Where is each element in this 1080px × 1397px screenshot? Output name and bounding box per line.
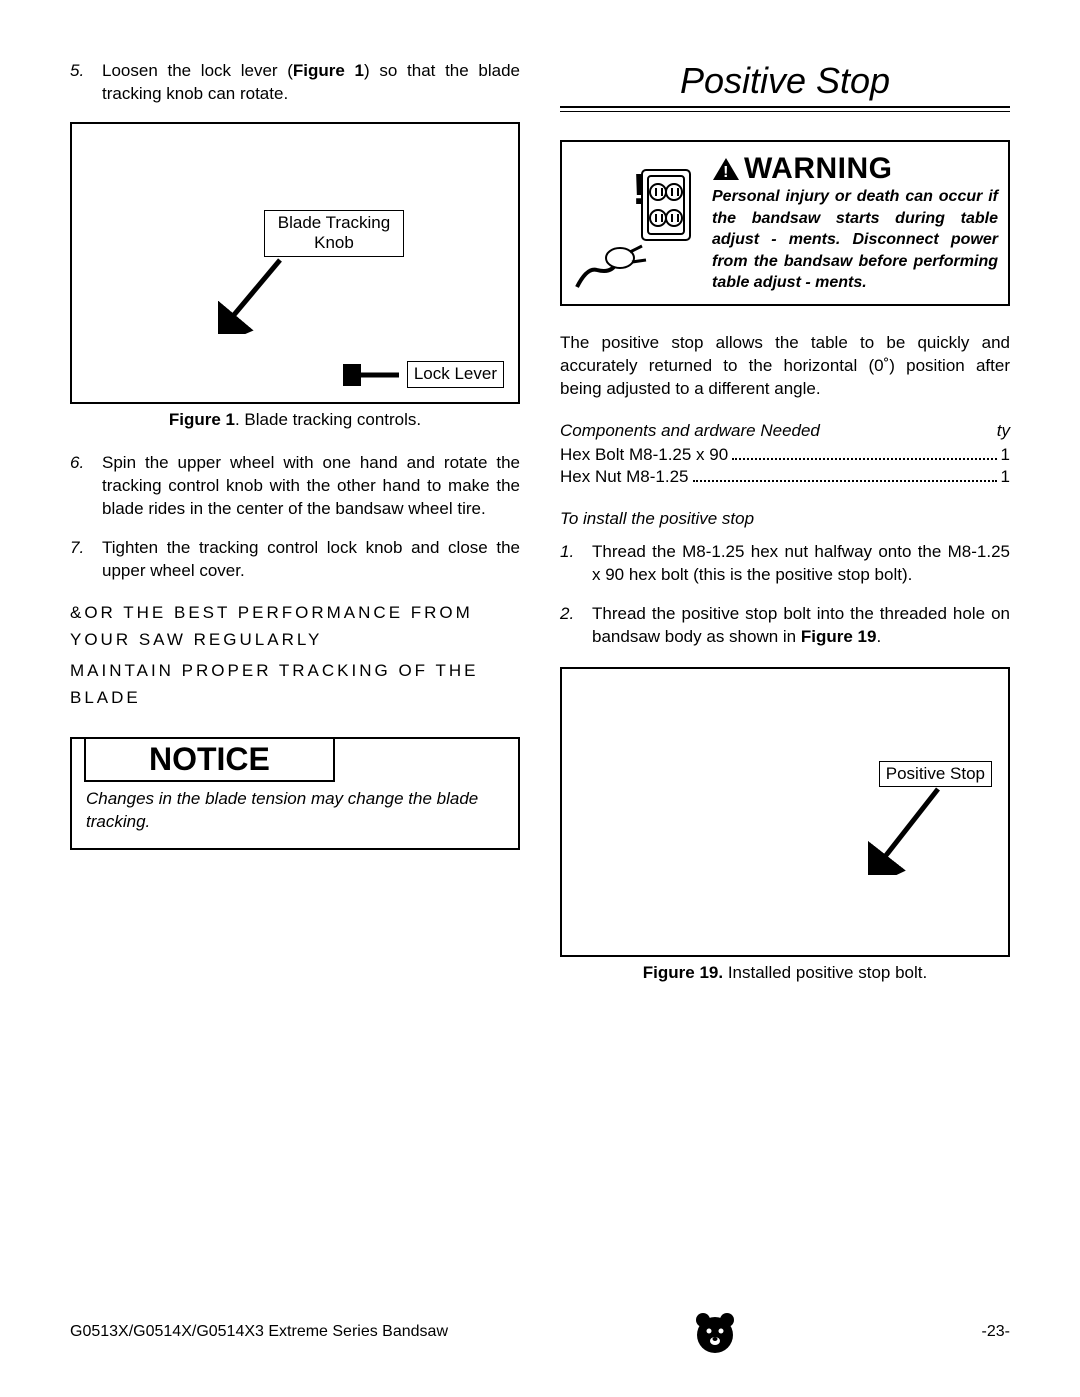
step-2: 2. Thread the positive stop bolt into th… bbox=[560, 603, 1010, 649]
step-num: 7. bbox=[70, 537, 84, 560]
label-blade-tracking-knob: Blade Tracking Knob bbox=[264, 210, 404, 257]
step5-text: Loosen the lock lever (Figure 1) so that… bbox=[102, 61, 520, 103]
svg-text:!: ! bbox=[723, 164, 729, 181]
step-5: 5. Loosen the lock lever (Figure 1) so t… bbox=[70, 60, 520, 106]
label-lock-lever: Lock Lever bbox=[407, 361, 504, 387]
svg-text:!: ! bbox=[632, 165, 647, 214]
label-positive-stop: Positive Stop bbox=[879, 761, 992, 787]
step-1: 1. Thread the M8-1.25 hex nut halfway on… bbox=[560, 541, 1010, 587]
step6-text: Spin the upper wheel with one hand and r… bbox=[102, 453, 520, 518]
intro-paragraph: The positive stop allows the table to be… bbox=[560, 332, 1010, 401]
bear-logo-icon bbox=[690, 1307, 740, 1357]
arrow-lever-icon bbox=[343, 364, 403, 386]
section-title: Positive Stop bbox=[560, 60, 1010, 102]
notice-header: NOTICE bbox=[84, 737, 335, 782]
step2-text: Thread the positive stop bolt into the t… bbox=[592, 604, 1010, 646]
performance-line-2: MAINTAIN PROPER TRACKING OF THE BLADE bbox=[70, 657, 520, 711]
footer-left: G0513X/G0514X/G0514X3 Extreme Series Ban… bbox=[70, 1323, 448, 1341]
title-rule-2 bbox=[560, 111, 1010, 112]
step1-text: Thread the M8-1.25 hex nut halfway onto … bbox=[592, 542, 1010, 584]
title-rule bbox=[560, 106, 1010, 108]
arrow-positive-stop-icon bbox=[868, 785, 948, 875]
step-num: 2. bbox=[560, 603, 574, 626]
right-column: Positive Stop ! bbox=[560, 60, 1010, 1005]
components-header: Components and ardware Needed ty bbox=[560, 421, 1010, 441]
component-row: Hex Bolt M8-1.25 x 901 bbox=[560, 443, 1010, 465]
step7-text: Tighten the tracking control lock knob a… bbox=[102, 538, 520, 580]
warning-box: ! ! WARNING Personal injury or death ca bbox=[560, 140, 1010, 306]
notice-body: Changes in the blade tension may change … bbox=[86, 788, 504, 834]
footer-right: -23- bbox=[982, 1323, 1010, 1341]
component-row: Hex Nut M8-1.251 bbox=[560, 465, 1010, 487]
arrow-knob-icon bbox=[218, 254, 288, 334]
warning-body: Personal injury or death can occur if th… bbox=[712, 186, 998, 294]
figure-19-caption: Figure 19. Installed positive stop bolt. bbox=[560, 963, 1010, 983]
step-7: 7. Tighten the tracking control lock kno… bbox=[70, 537, 520, 583]
figure-19-box: Positive Stop bbox=[560, 667, 1010, 957]
step-num: 1. bbox=[560, 541, 574, 564]
page-footer: G0513X/G0514X/G0514X3 Extreme Series Ban… bbox=[70, 1307, 1010, 1357]
unplug-icon: ! bbox=[572, 152, 702, 292]
install-subhead: To install the positive stop bbox=[560, 509, 1010, 529]
step-6: 6. Spin the upper wheel with one hand an… bbox=[70, 452, 520, 521]
warning-title: ! WARNING bbox=[712, 152, 998, 186]
figure-18-box: Blade Tracking Knob Lock Lever bbox=[70, 122, 520, 404]
warning-triangle-icon: ! bbox=[712, 157, 740, 181]
left-column: 5. Loosen the lock lever (Figure 1) so t… bbox=[70, 60, 520, 1005]
figure-18-caption: Figure 1. Blade tracking controls. bbox=[70, 410, 520, 430]
notice-box: NOTICE Changes in the blade tension may … bbox=[70, 737, 520, 850]
performance-line-1: &OR THE BEST PERFORMANCE FROM YOUR SAW R… bbox=[70, 599, 520, 653]
step-num: 6. bbox=[70, 452, 84, 475]
step-num: 5. bbox=[70, 60, 84, 83]
